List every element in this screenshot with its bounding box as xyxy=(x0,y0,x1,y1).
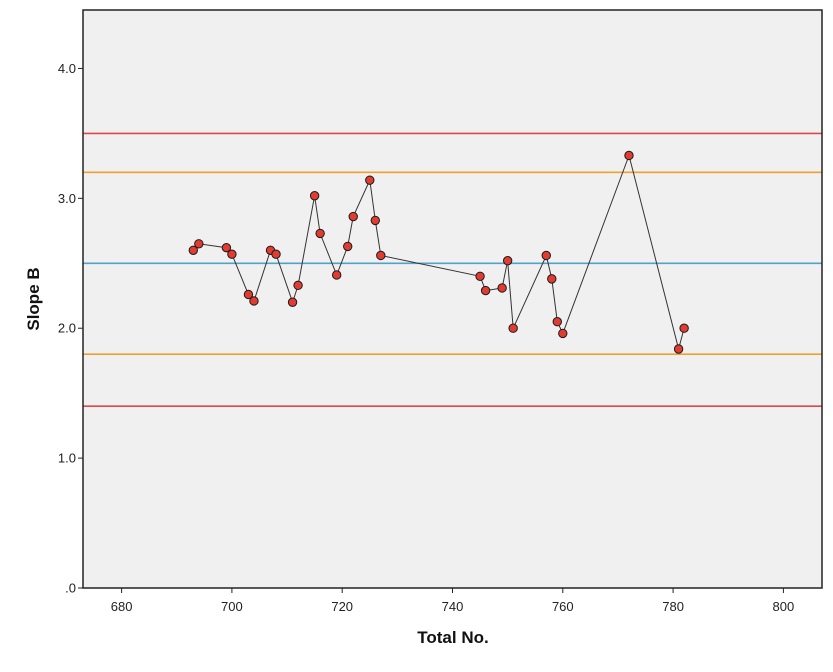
data-point xyxy=(315,228,325,239)
x-tick-label: 740 xyxy=(442,599,464,614)
data-point xyxy=(309,191,320,201)
data-points xyxy=(188,150,689,354)
data-point xyxy=(552,317,562,327)
data-point xyxy=(558,328,568,339)
data-point xyxy=(624,150,634,161)
data-point xyxy=(673,344,684,354)
x-tick-label: 700 xyxy=(221,599,243,614)
data-point xyxy=(249,296,259,306)
data-point xyxy=(243,289,254,300)
data-point xyxy=(679,323,689,333)
x-axis-ticks: 680 700 720 740 760 780 800 xyxy=(111,588,794,614)
data-point xyxy=(271,249,281,259)
data-point xyxy=(194,239,204,249)
x-tick-label: 720 xyxy=(331,599,353,614)
data-point xyxy=(293,280,303,291)
data-point xyxy=(475,271,485,281)
data-point xyxy=(497,283,507,293)
data-point xyxy=(343,241,353,252)
data-point xyxy=(502,255,513,266)
data-point xyxy=(376,250,386,261)
y-tick-label: .0 xyxy=(65,581,76,596)
y-tick-label: 3.0 xyxy=(58,191,76,206)
y-axis-ticks: .0 1.0 2.0 3.0 4.0 xyxy=(58,61,83,596)
x-tick-label: 780 xyxy=(662,599,684,614)
data-point xyxy=(287,297,298,307)
y-tick-label: 1.0 xyxy=(58,451,76,466)
data-point xyxy=(227,249,237,259)
y-tick-label: 4.0 xyxy=(58,61,76,76)
data-point xyxy=(365,175,375,185)
data-point xyxy=(370,215,380,226)
x-tick-label: 760 xyxy=(552,599,574,614)
x-tick-label: 800 xyxy=(773,599,795,614)
y-axis-title: Slope B xyxy=(24,267,43,330)
data-point xyxy=(547,274,557,284)
data-point xyxy=(541,250,551,261)
data-point xyxy=(188,245,198,255)
y-tick-label: 2.0 xyxy=(58,321,76,336)
reference-lines xyxy=(83,132,822,407)
data-point xyxy=(508,323,518,333)
data-point xyxy=(331,270,342,280)
x-tick-label: 680 xyxy=(111,599,133,614)
x-axis-title: Total No. xyxy=(417,628,488,647)
data-point xyxy=(348,211,358,222)
data-point xyxy=(480,285,491,296)
data-point xyxy=(221,242,232,253)
plot-area xyxy=(83,10,822,588)
